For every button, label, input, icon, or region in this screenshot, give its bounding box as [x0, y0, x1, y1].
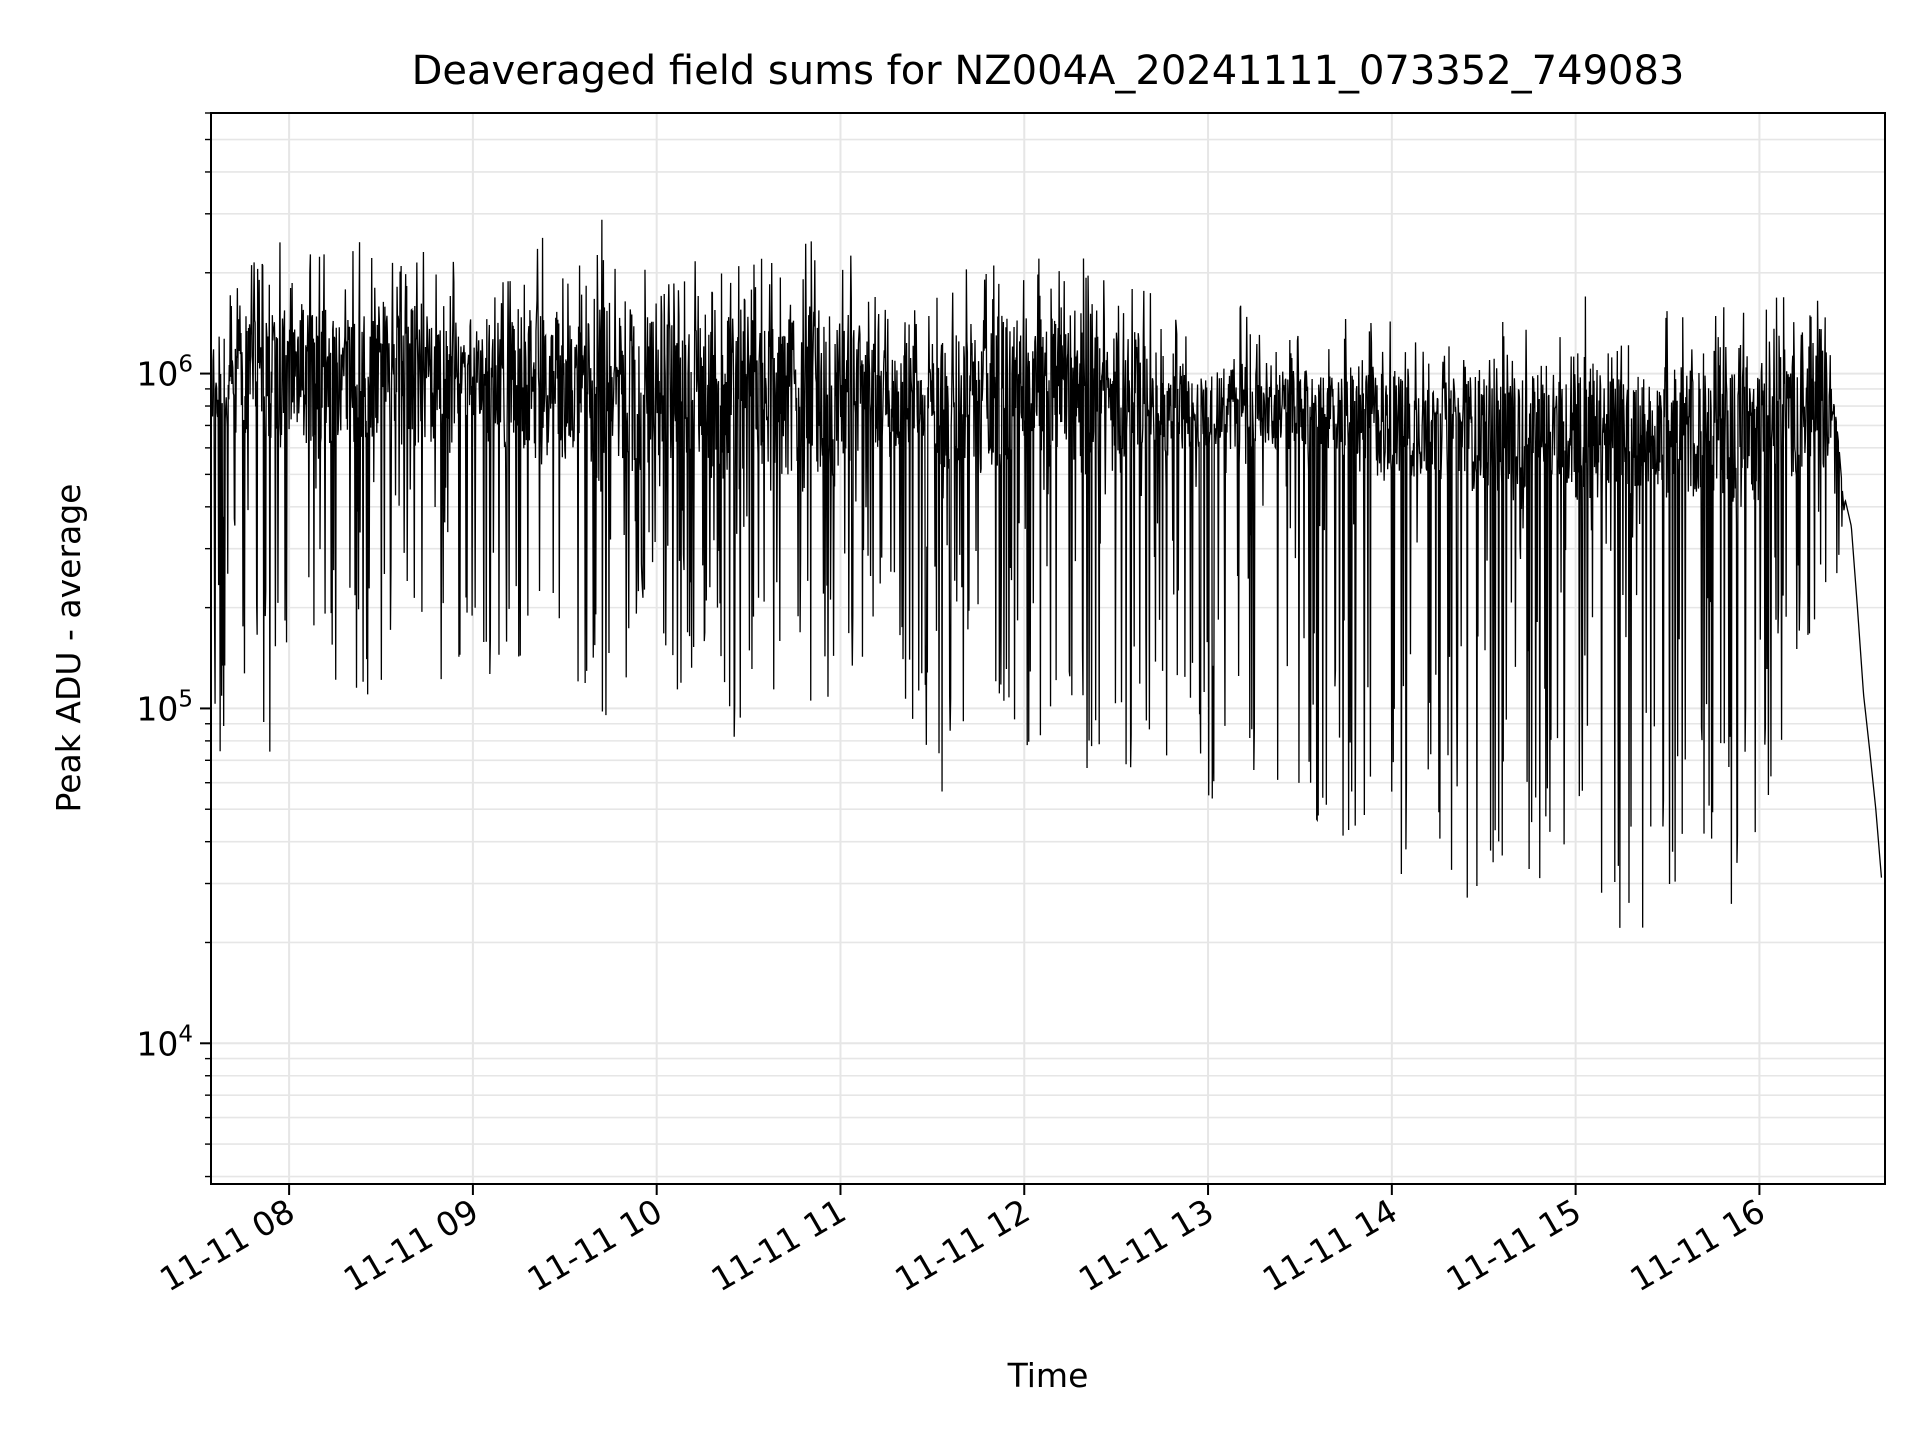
grid [211, 112, 1885, 1184]
chart-title: Deaveraged field sums for NZ004A_2024111… [412, 48, 1685, 94]
x-axis-title: Time [1007, 1356, 1089, 1395]
plot-frame [210, 112, 1886, 1185]
series-line [211, 219, 1883, 928]
y-axis: 104 105 106 [136, 112, 211, 1178]
y-tick-label: 106 [136, 352, 193, 394]
y-tick-label: 105 [136, 686, 193, 728]
data-series [211, 219, 1883, 928]
y-tick-label: 104 [136, 1021, 193, 1063]
y-axis-title: Peak ADU - average [49, 484, 88, 813]
